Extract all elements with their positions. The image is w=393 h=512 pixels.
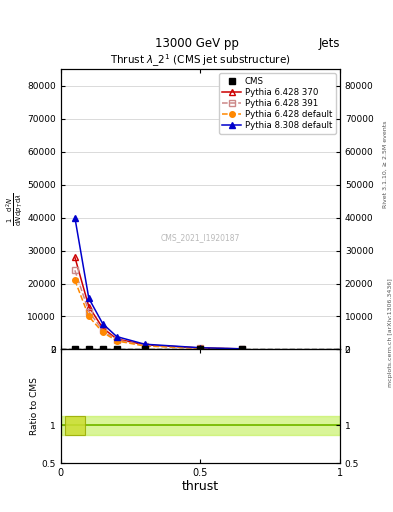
Pythia 6.428 391 <box>86 308 91 314</box>
CMS <box>73 346 77 352</box>
Pythia 6.428 default <box>73 277 77 283</box>
CMS <box>198 346 203 352</box>
Pythia 6.428 370 <box>198 345 203 351</box>
CMS <box>101 346 105 352</box>
Line: Pythia 6.428 391: Pythia 6.428 391 <box>72 267 246 352</box>
Pythia 6.428 370 <box>142 342 147 348</box>
Pythia 8.308 default <box>101 321 105 327</box>
Pythia 6.428 391 <box>198 345 203 351</box>
Pythia 6.428 370 <box>86 304 91 310</box>
Y-axis label: $\frac{1}{\mathrm{d}N}\frac{\mathrm{d}^2 N}{\mathrm{d}p_T\,\mathrm{d}\lambda}$: $\frac{1}{\mathrm{d}N}\frac{\mathrm{d}^2… <box>4 193 24 226</box>
CMS <box>240 346 244 352</box>
Line: Pythia 6.428 370: Pythia 6.428 370 <box>72 253 246 352</box>
Pythia 6.428 default <box>86 313 91 319</box>
Pythia 8.308 default <box>114 333 119 339</box>
Text: 13000 GeV pp: 13000 GeV pp <box>154 37 239 50</box>
Pythia 8.308 default <box>142 341 147 347</box>
Title: Thrust $\lambda$_2$^1$ (CMS jet substructure): Thrust $\lambda$_2$^1$ (CMS jet substruc… <box>110 53 291 69</box>
Bar <box>65 416 84 435</box>
Legend: CMS, Pythia 6.428 370, Pythia 6.428 391, Pythia 6.428 default, Pythia 8.308 defa: CMS, Pythia 6.428 370, Pythia 6.428 391,… <box>219 73 336 134</box>
CMS <box>114 346 119 352</box>
Pythia 6.428 370 <box>114 336 119 342</box>
CMS <box>86 346 91 352</box>
Pythia 6.428 391 <box>142 343 147 349</box>
Pythia 6.428 370 <box>73 254 77 260</box>
Pythia 8.308 default <box>86 295 91 302</box>
Y-axis label: Ratio to CMS: Ratio to CMS <box>30 377 39 435</box>
Line: Pythia 6.428 default: Pythia 6.428 default <box>72 278 245 352</box>
Pythia 6.428 default <box>114 338 119 344</box>
Pythia 6.428 370 <box>240 346 244 352</box>
Line: CMS: CMS <box>72 346 245 352</box>
Pythia 8.308 default <box>240 346 244 352</box>
Pythia 6.428 391 <box>73 267 77 273</box>
Text: CMS_2021_I1920187: CMS_2021_I1920187 <box>161 233 240 242</box>
Text: Jets: Jets <box>318 37 340 50</box>
Bar <box>61 416 340 435</box>
Pythia 8.308 default <box>73 215 77 221</box>
Pythia 6.428 default <box>240 346 244 352</box>
Pythia 6.428 default <box>198 345 203 351</box>
Pythia 6.428 default <box>101 329 105 335</box>
Pythia 6.428 391 <box>101 327 105 333</box>
X-axis label: thrust: thrust <box>182 480 219 493</box>
Pythia 6.428 370 <box>101 325 105 331</box>
Pythia 6.428 default <box>142 343 147 349</box>
Line: Pythia 8.308 default: Pythia 8.308 default <box>72 214 246 352</box>
Pythia 6.428 391 <box>240 346 244 352</box>
Pythia 8.308 default <box>198 345 203 351</box>
CMS <box>142 346 147 352</box>
Pythia 6.428 391 <box>114 337 119 343</box>
Text: Rivet 3.1.10, ≥ 2.5M events: Rivet 3.1.10, ≥ 2.5M events <box>383 120 387 207</box>
Text: mcplots.cern.ch [arXiv:1306.3436]: mcplots.cern.ch [arXiv:1306.3436] <box>388 279 393 387</box>
